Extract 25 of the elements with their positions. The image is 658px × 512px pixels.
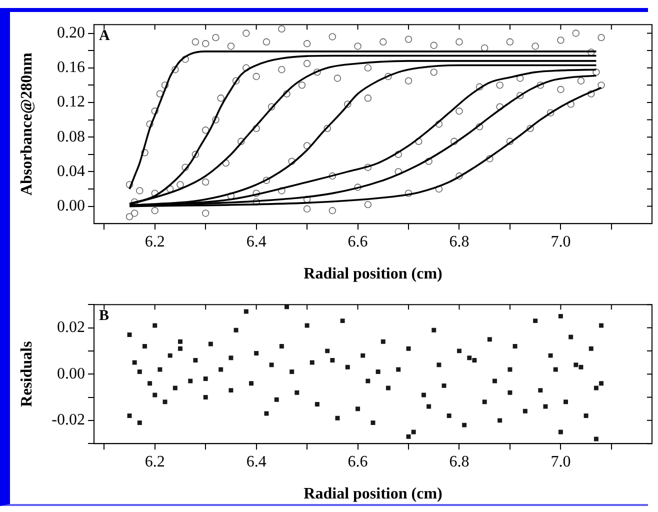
y-tick-label: 0.08 (57, 128, 85, 146)
annotation: A (99, 28, 110, 44)
x-tick-label: 6.4 (246, 453, 266, 470)
y-tick-label: 0.02 (57, 318, 85, 336)
x-tick-label: 6.6 (348, 233, 368, 250)
y-axis-title: Absorbance@280nm (18, 52, 36, 196)
annotation: B (99, 308, 110, 324)
x-tick-label: 6.8 (449, 233, 470, 250)
y-axis-title: Residuals (18, 341, 36, 407)
x-tick-label: 7.0 (550, 233, 571, 250)
y-tick-label: 0.12 (57, 94, 85, 111)
x-tick-label: 6.2 (144, 453, 165, 470)
x-tick-label: 6.8 (449, 453, 470, 470)
y-tick-label: 0.20 (57, 24, 85, 42)
x-tick-label: 6.6 (348, 453, 368, 470)
x-axis-title: Radial position (cm) (304, 266, 442, 283)
y-tick-label: -0.02 (52, 412, 85, 429)
y-tick-label: 0.04 (57, 162, 85, 180)
y-tick-label: 0.00 (57, 198, 85, 214)
y-tick-label: 0.00 (57, 365, 85, 382)
x-tick-label: 7.0 (550, 453, 571, 470)
x-tick-label: 6.4 (246, 233, 266, 250)
x-tick-label: 6.2 (144, 233, 165, 250)
x-axis-title: Radial position (cm) (304, 486, 442, 503)
y-tick-label: 0.16 (57, 59, 85, 76)
